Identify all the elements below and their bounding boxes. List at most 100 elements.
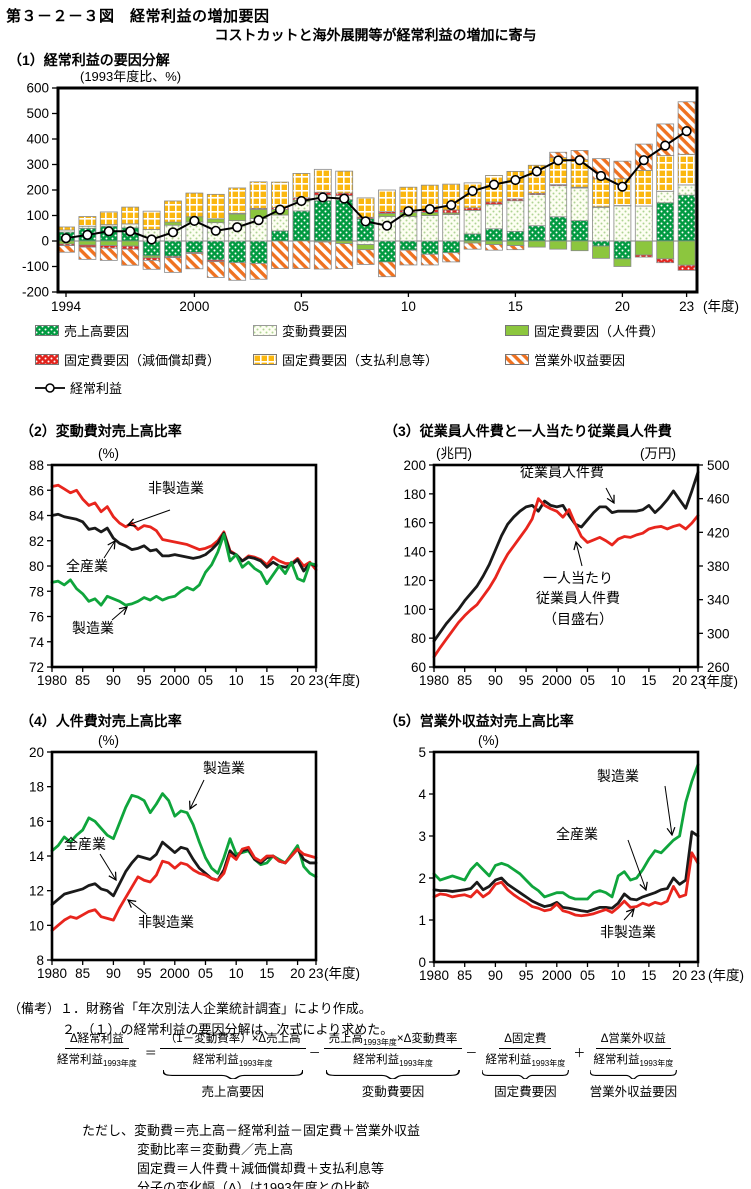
- panel3-title: （3）従業員人件費と一人当たり従業員人件費: [384, 423, 672, 439]
- svg-text:84: 84: [29, 509, 45, 524]
- svg-text:85: 85: [457, 968, 472, 983]
- svg-text:05: 05: [198, 966, 213, 981]
- svg-text:400: 400: [26, 132, 49, 147]
- formula-operator: ＋: [573, 1046, 586, 1060]
- svg-text:-200: -200: [22, 285, 49, 300]
- svg-text:60: 60: [411, 660, 426, 675]
- svg-text:10: 10: [229, 673, 244, 688]
- svg-text:23: 23: [308, 673, 323, 688]
- svg-text:2000: 2000: [160, 966, 190, 981]
- svg-text:20: 20: [290, 673, 305, 688]
- line-marker-icon: [35, 382, 65, 393]
- svg-text:10: 10: [29, 918, 44, 933]
- svg-text:1980: 1980: [37, 673, 67, 688]
- formula-note-2: 変動比率＝変動費／売上高: [137, 1142, 294, 1157]
- svg-text:05: 05: [580, 673, 595, 688]
- sales-swatch-icon: [35, 325, 59, 336]
- svg-text:1994: 1994: [51, 299, 82, 314]
- svg-text:3: 3: [418, 829, 426, 844]
- svg-text:95: 95: [519, 673, 534, 688]
- varcost-swatch-icon: [253, 325, 277, 336]
- svg-text:1980: 1980: [419, 673, 449, 688]
- legend-item-interest: 固定費要因（支払利息等）: [253, 350, 438, 369]
- svg-text:80: 80: [29, 559, 44, 574]
- svg-text:180: 180: [403, 487, 426, 502]
- annotation-all-industries: 全産業: [64, 836, 106, 852]
- svg-text:(万円): (万円): [640, 446, 676, 461]
- svg-text:23: 23: [308, 966, 323, 981]
- svg-text:300: 300: [26, 157, 49, 172]
- formula-note-1: ただし、変動費＝売上高－経常利益－固定費＋営業外収益: [82, 1123, 421, 1138]
- formula-term: Δ固定費 経常利益1993年度 固定費要因: [480, 1030, 570, 1100]
- svg-text:(兆円): (兆円): [436, 446, 472, 461]
- svg-text:95: 95: [519, 968, 534, 983]
- svg-text:2: 2: [418, 871, 426, 886]
- legend-item-labor: 固定費要因（人件費）: [505, 321, 664, 340]
- legend-label: 経常利益: [70, 381, 123, 396]
- svg-text:200: 200: [26, 183, 49, 198]
- formula-term: Δ経常利益 経常利益1993年度: [52, 1030, 142, 1068]
- formula-note-3: 固定費＝人件費＋減価償却費＋支払利息等: [137, 1161, 385, 1176]
- svg-text:600: 600: [26, 81, 49, 96]
- svg-text:16: 16: [29, 814, 44, 829]
- personnel-cost-chart-canvas: 200 180 160 140 120 100 80 60 500 460 420 380 340 300…: [403, 446, 738, 689]
- formula-term-label: 売上高要因: [201, 1085, 264, 1099]
- svg-text:15: 15: [259, 673, 274, 688]
- svg-text:(%): (%): [98, 446, 119, 461]
- svg-text:90: 90: [488, 968, 503, 983]
- figure-subtitle: コストカットと海外展開等が経常利益の増加に寄与: [214, 27, 537, 43]
- legend-label: 固定費要因（減価償却費）: [64, 353, 221, 368]
- figure-title: 第３－２－３図 経常利益の増加要因: [6, 8, 270, 25]
- svg-text:95: 95: [137, 673, 152, 688]
- svg-text:(年度): (年度): [702, 674, 738, 689]
- svg-text:(年度): (年度): [324, 966, 360, 981]
- svg-text:5: 5: [418, 745, 426, 760]
- legend-item-nonop: 営業外収益要因: [505, 350, 625, 369]
- annotation-nonmanufacturing: 非製造業: [138, 914, 194, 930]
- svg-text:10: 10: [401, 299, 416, 314]
- svg-text:15: 15: [641, 673, 656, 688]
- svg-text:300: 300: [707, 626, 730, 641]
- svg-text:14: 14: [29, 849, 45, 864]
- svg-text:12: 12: [29, 884, 44, 899]
- formula-term: Δ営業外収益 経常利益1993年度 営業外収益要因: [588, 1030, 678, 1100]
- legend-item-varcost: 変動費要因: [253, 321, 347, 340]
- annotation-nonmanufacturing: 非製造業: [600, 924, 656, 940]
- panel1-unit-label: (1993年度比、%): [80, 69, 182, 84]
- svg-text:86: 86: [29, 483, 44, 498]
- svg-text:2000: 2000: [542, 968, 572, 983]
- formula-operator: ＝: [144, 1046, 157, 1060]
- svg-text:23: 23: [690, 673, 705, 688]
- annotation-manufacturing: 製造業: [203, 760, 245, 776]
- svg-text:90: 90: [106, 673, 121, 688]
- legend-label: 固定費要因（支払利息等）: [282, 353, 439, 368]
- note-line-1: （備考）１．財務省「年次別法人企業統計調査」により作成。: [8, 1001, 372, 1016]
- legend-label: 固定費要因（人件費）: [534, 324, 665, 339]
- svg-text:15: 15: [641, 968, 656, 983]
- panel1-title: （1）経常利益の要因分解: [8, 52, 170, 68]
- annotation-per-capita-cost: 一人当たり 従業員人件費 （目盛右）: [536, 570, 620, 627]
- svg-text:85: 85: [75, 673, 90, 688]
- svg-text:(年度): (年度): [324, 673, 360, 688]
- svg-text:10: 10: [611, 968, 626, 983]
- annotation-nonmanufacturing: 非製造業: [148, 480, 204, 496]
- svg-text:82: 82: [29, 534, 44, 549]
- svg-text:20: 20: [29, 745, 44, 760]
- interest-swatch-icon: [253, 354, 277, 365]
- svg-text:10: 10: [611, 673, 626, 688]
- svg-text:380: 380: [707, 559, 730, 574]
- svg-text:0: 0: [418, 955, 426, 970]
- svg-text:2000: 2000: [160, 673, 190, 688]
- formula-term-label: 変動費要因: [361, 1085, 425, 1099]
- svg-text:23: 23: [690, 968, 705, 983]
- annotation-manufacturing: 製造業: [597, 768, 639, 784]
- annotation-employee-cost: 従業員人件費: [520, 464, 604, 480]
- svg-text:1980: 1980: [37, 966, 67, 981]
- svg-text:15: 15: [508, 299, 523, 314]
- svg-text:74: 74: [29, 635, 45, 650]
- svg-text:(年度): (年度): [708, 968, 744, 983]
- formula-term: 売上高1993年度×Δ変動費率 経常利益1993年度 変動費要因: [323, 1030, 463, 1100]
